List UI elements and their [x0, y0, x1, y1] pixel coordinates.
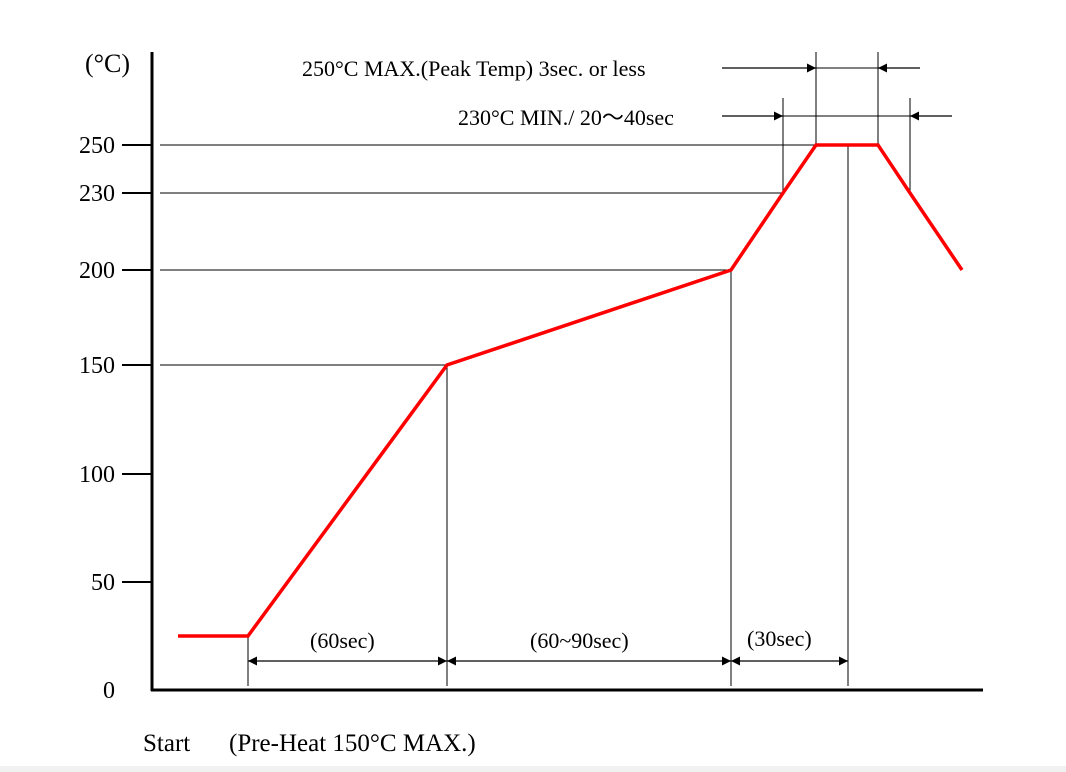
y-tick-label: 200 [79, 258, 115, 284]
y-axis-unit: (°C) [85, 49, 130, 78]
temperature-curve [178, 143, 964, 638]
arrowhead [774, 111, 783, 121]
start-label: Start [143, 730, 190, 757]
y-tick-label: 250 [79, 133, 115, 159]
y-tick-label: 230 [79, 181, 115, 207]
arrowhead [731, 656, 740, 666]
y-axis-ticks: 0 50 100 150 200 230 250 [79, 133, 152, 704]
min-annotation: 230°C MIN./ 20～40sec [458, 105, 674, 130]
y-tick-label: 150 [79, 353, 115, 379]
phase-1-label: (60sec) [310, 628, 375, 653]
phase-3-label: (30sec) [747, 626, 812, 651]
arrowhead [248, 656, 257, 666]
axes [150, 52, 983, 692]
bottom-strip [0, 766, 1066, 772]
arrowhead [447, 656, 456, 666]
arrowhead [438, 656, 447, 666]
dimension-lines [248, 63, 952, 666]
arrowhead [722, 656, 731, 666]
y-tick-label: 0 [103, 678, 115, 704]
peak-annotation: 250°C MAX.(Peak Temp) 3sec. or less [302, 56, 646, 81]
arrowhead [839, 656, 848, 666]
y-tick-label: 100 [79, 462, 115, 488]
preheat-label: (Pre-Heat 150°C MAX.) [229, 730, 476, 757]
arrowhead [910, 111, 919, 121]
reference-lines [160, 52, 911, 686]
y-tick-label: 50 [91, 570, 115, 596]
arrowhead [878, 63, 887, 73]
phase-2-label: (60~90sec) [530, 628, 629, 653]
temperature-line [178, 143, 964, 638]
arrowhead [807, 63, 816, 73]
